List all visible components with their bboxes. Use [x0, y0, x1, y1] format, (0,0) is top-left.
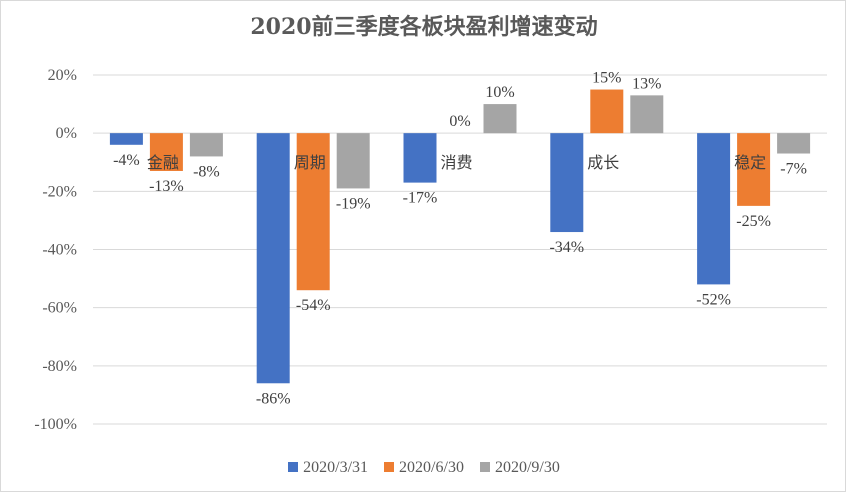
bar: [483, 104, 517, 134]
bar: [697, 133, 731, 285]
legend-label: 2020/9/30: [494, 459, 560, 476]
legend-label: 2020/3/31: [303, 459, 369, 476]
data-label: 13%: [632, 75, 661, 92]
legend-swatch: [288, 462, 299, 472]
y-tick-label: 20%: [48, 67, 77, 84]
bar: [590, 89, 624, 134]
data-label: -52%: [696, 291, 731, 308]
y-tick-label: -60%: [42, 300, 77, 317]
y-tick-label: -20%: [42, 183, 77, 200]
category-label: 消费: [441, 153, 473, 172]
chart-legend: 2020/3/31 2020/6/30 2020/9/30: [1, 459, 846, 477]
y-tick-label: 0%: [56, 125, 77, 142]
chart-title: 2020前三季度各板块盈利增速变动: [250, 14, 598, 40]
y-tick-label: -100%: [34, 416, 77, 433]
data-label: 15%: [592, 70, 621, 87]
bar: [189, 133, 223, 157]
data-label: -4%: [113, 152, 140, 169]
data-label: -54%: [296, 297, 331, 314]
bar: [550, 133, 584, 233]
bar: [336, 133, 370, 189]
category-label: 周期: [294, 153, 326, 172]
category-label: 金融: [147, 153, 179, 172]
bar: [296, 133, 330, 291]
data-label: -25%: [736, 213, 771, 230]
y-tick-label: -80%: [42, 358, 77, 375]
legend-item: 2020/3/31: [288, 459, 368, 477]
legend-item: 2020/6/30: [384, 459, 464, 477]
data-label: 10%: [485, 84, 514, 101]
bar: [777, 133, 811, 154]
bar: [630, 95, 664, 134]
bar: [403, 133, 437, 183]
data-label: -19%: [336, 195, 371, 212]
bar: [737, 133, 771, 206]
data-label: -8%: [193, 163, 220, 180]
data-label: -17%: [403, 190, 438, 207]
data-label: -34%: [549, 239, 584, 256]
data-label: -13%: [149, 178, 184, 195]
category-label: 成长: [587, 153, 619, 172]
data-label: -7%: [780, 161, 807, 178]
legend-item: 2020/9/30: [479, 459, 560, 477]
bar: [256, 133, 290, 384]
legend-swatch: [384, 462, 395, 472]
bar: [109, 133, 143, 145]
legend-swatch: [479, 462, 490, 472]
category-label: 稳定: [734, 153, 766, 172]
data-label: -86%: [256, 390, 291, 407]
legend-label: 2020/6/30: [399, 459, 464, 476]
bar: [149, 133, 183, 171]
data-label: 0%: [449, 113, 470, 130]
y-tick-label: -40%: [42, 242, 77, 259]
